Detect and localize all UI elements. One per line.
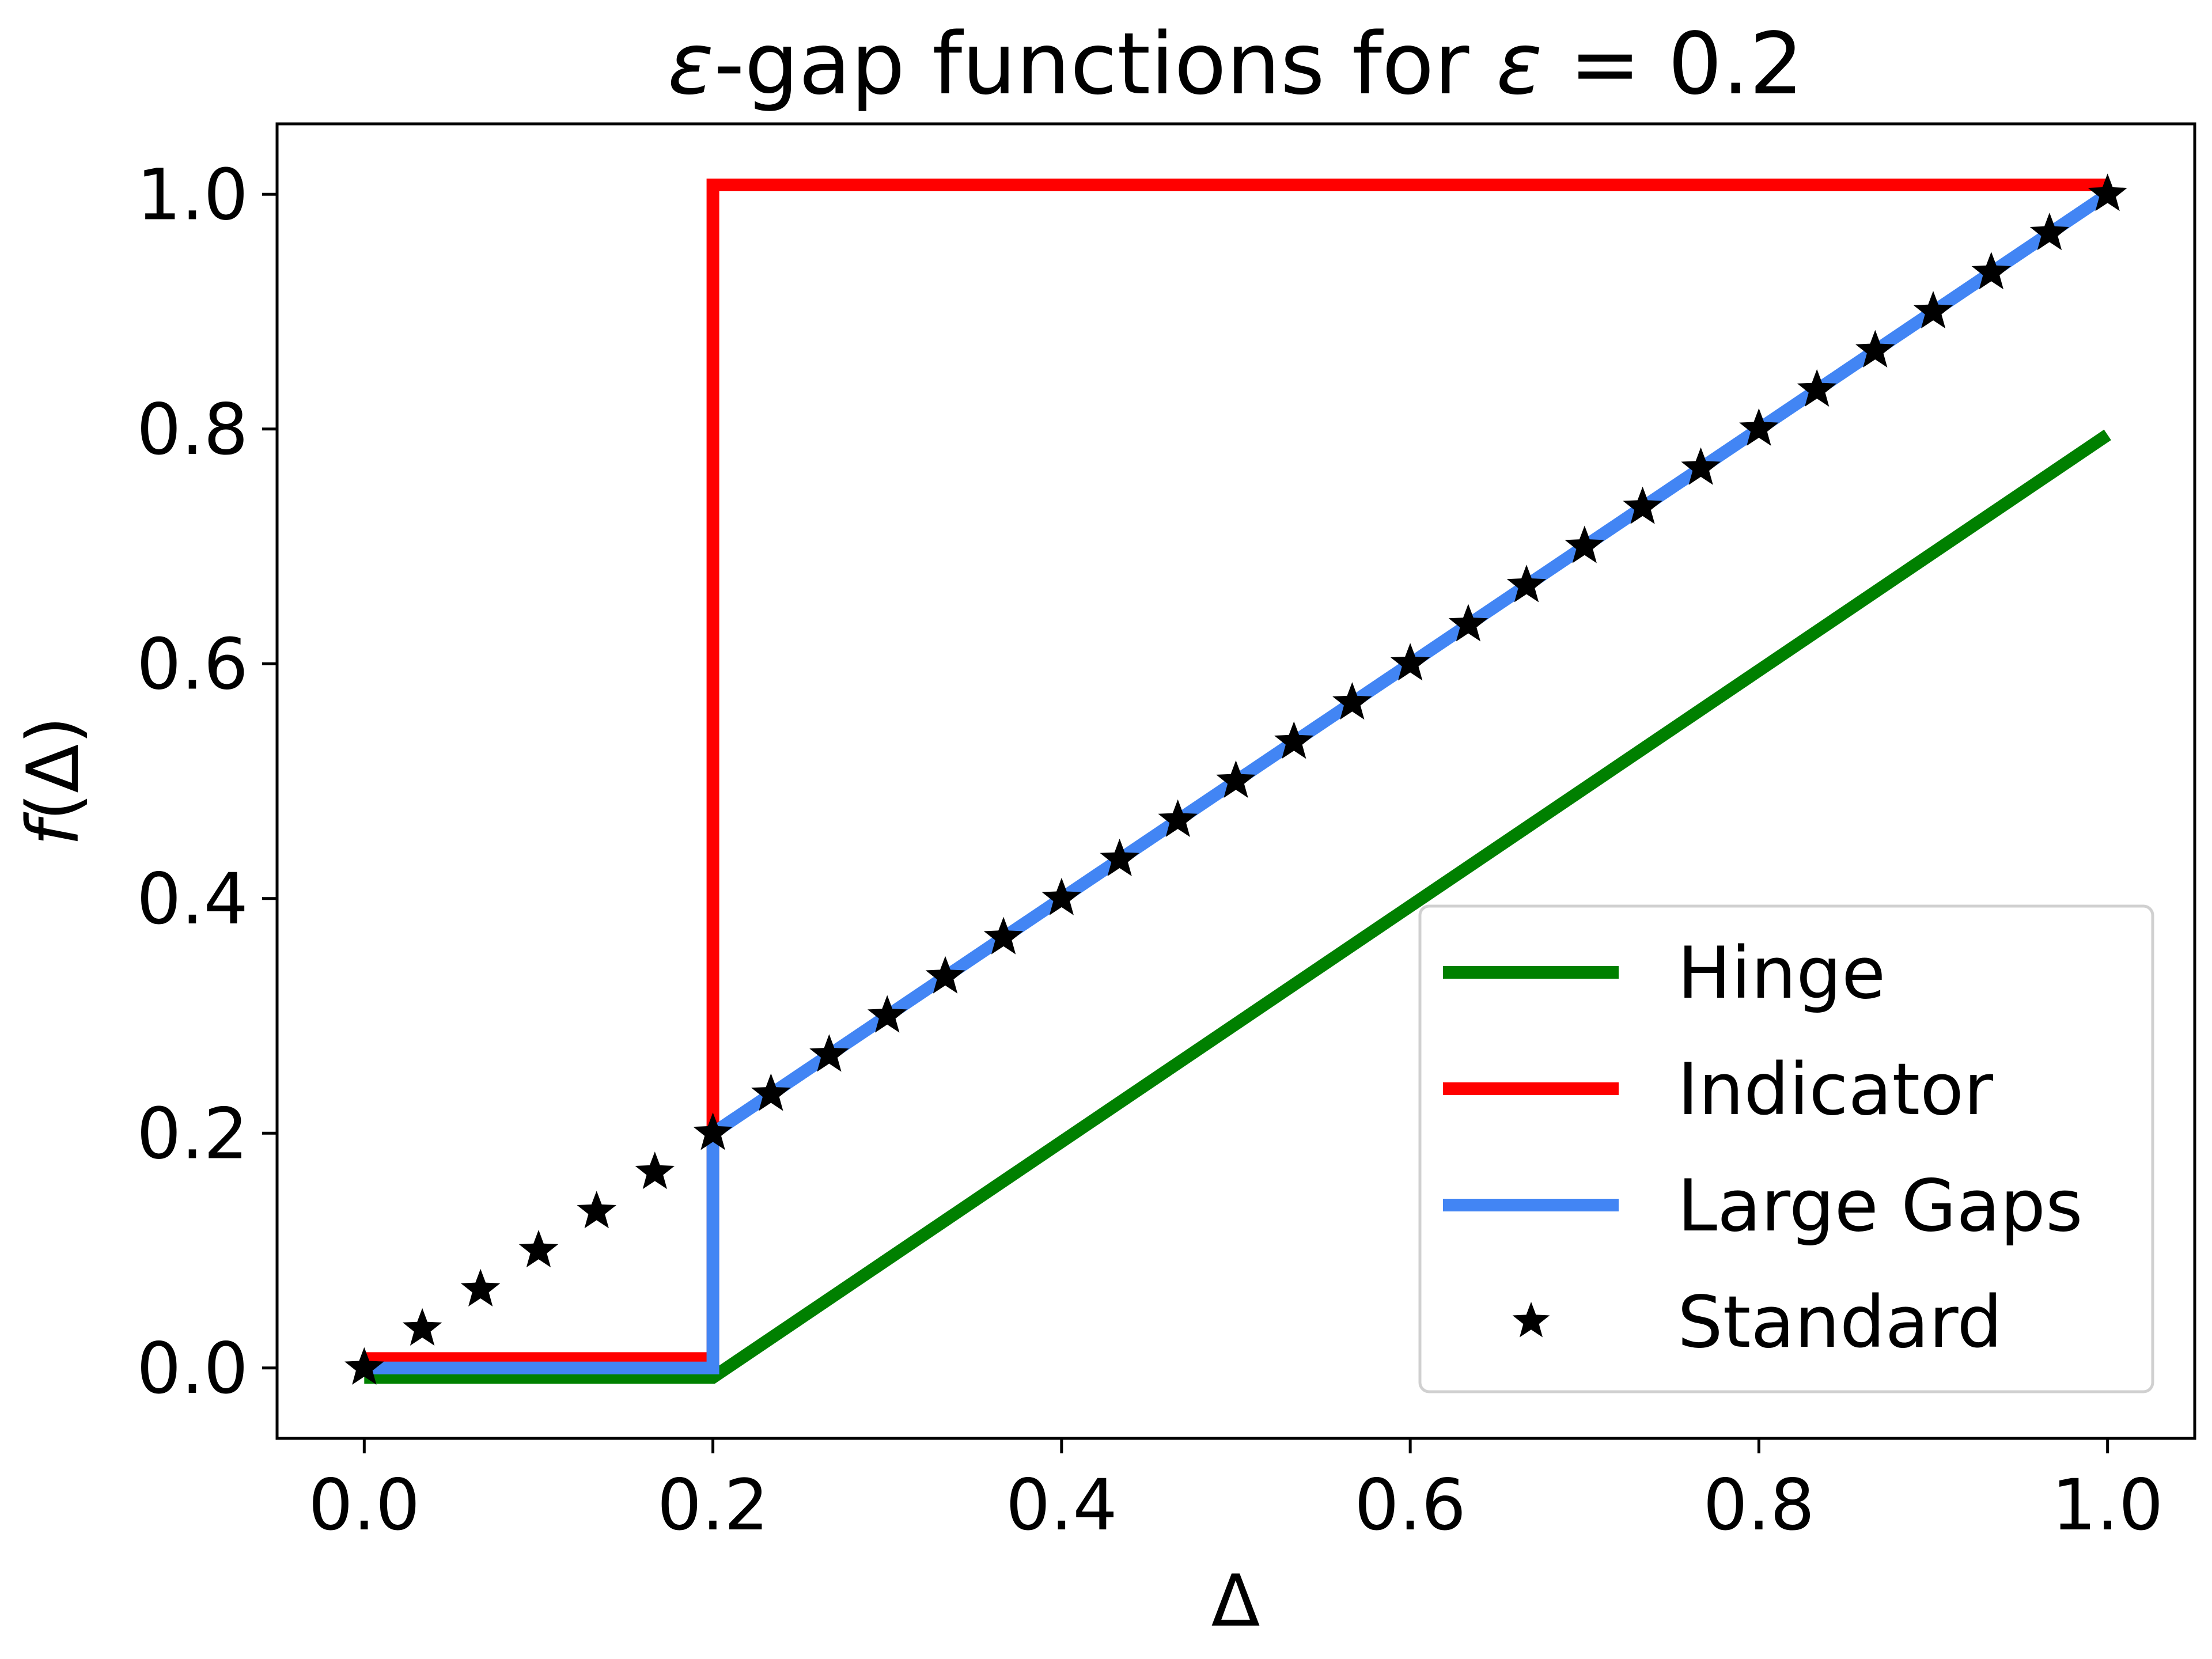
series-point-standard	[1739, 408, 1779, 446]
series-point-standard	[1332, 682, 1372, 720]
series-point-standard	[925, 956, 965, 994]
series-point-standard	[1797, 369, 1837, 407]
series-point-standard	[693, 1112, 733, 1150]
series-point-standard	[751, 1073, 791, 1111]
chart-title: ε-gap functions for ε = 0.2	[668, 14, 1804, 113]
plot-frame	[275, 122, 2196, 1440]
x-tick-label: 0.0	[308, 1464, 420, 1546]
legend-label-large-gaps: Large Gaps	[1677, 1165, 2083, 1248]
y-tick-label: 0.6	[137, 623, 248, 705]
x-tick-label: 1.0	[2052, 1464, 2164, 1546]
y-tick-label: 0.0	[137, 1328, 248, 1410]
series-point-standard	[1041, 877, 1082, 915]
series-point-standard	[344, 1347, 384, 1385]
series-point-standard	[1390, 643, 1430, 681]
legend-label-standard: Standard	[1677, 1281, 2002, 1364]
title-main: -gap functions for	[714, 14, 1496, 113]
series-point-standard	[577, 1191, 616, 1229]
legend-swatch-standard	[1512, 1302, 1550, 1338]
y-tick-label: 0.4	[137, 858, 248, 940]
x-tick-label: 0.4	[1006, 1464, 1118, 1546]
x-tick-label: 0.8	[1703, 1464, 1815, 1546]
x-tick-label: 0.6	[1354, 1464, 1466, 1546]
series-point-standard	[1565, 525, 1604, 563]
x-tick-label: 0.2	[657, 1464, 769, 1546]
series-point-standard	[983, 916, 1024, 955]
series-line-hinge	[364, 429, 2111, 1384]
series-point-standard	[1216, 760, 1256, 798]
series-point-standard	[460, 1268, 501, 1306]
y-ticks: 0.0 0.2 0.4 0.6 0.8 1.0	[137, 154, 277, 1410]
series-point-standard	[1913, 291, 1953, 329]
x-axis-label: Δ	[1211, 1560, 1260, 1643]
title-epsilon: ε	[668, 14, 714, 113]
series-line-indicator	[364, 179, 2108, 1365]
marker-layer	[344, 173, 2127, 1385]
series-point-standard	[1448, 604, 1488, 642]
series-point-standard	[1158, 799, 1198, 837]
legend-label-hinge: Hinge	[1677, 932, 1885, 1015]
legend-box	[1418, 904, 2154, 1393]
series-point-standard	[1274, 721, 1314, 759]
y-tick-label: 0.8	[137, 389, 248, 471]
series-point-standard	[868, 995, 907, 1033]
legend-items: Hinge Indicator Large Gaps Standard	[1443, 932, 2083, 1364]
series-point-standard	[635, 1152, 675, 1190]
title-epsilon-2: ε	[1496, 14, 1542, 113]
y-tick-label: 0.2	[137, 1093, 248, 1175]
series-point-standard	[2029, 213, 2070, 251]
series-point-standard	[1506, 565, 1547, 603]
series-point-standard	[1100, 838, 1139, 876]
legend: Hinge Indicator Large Gaps Standard	[1418, 904, 2154, 1393]
series-point-standard	[1971, 252, 2012, 290]
series-point-standard	[402, 1308, 442, 1346]
legend-label-indicator: Indicator	[1677, 1048, 1993, 1131]
y-tick-label: 1.0	[137, 154, 248, 236]
title-tail: = 0.2	[1542, 14, 1803, 113]
x-ticks: 0.0 0.2 0.4 0.6 0.8 1.0	[308, 1438, 2164, 1546]
series-point-standard	[518, 1230, 559, 1268]
series-point-standard	[2088, 173, 2127, 211]
series-point-standard	[809, 1034, 849, 1072]
series-point-standard	[1623, 486, 1662, 524]
series-point-standard	[1855, 329, 1895, 368]
y-axis-label-rest: (Δ)	[12, 716, 95, 821]
y-axis-label: f(Δ)	[12, 716, 95, 846]
series-point-standard	[1681, 447, 1721, 485]
